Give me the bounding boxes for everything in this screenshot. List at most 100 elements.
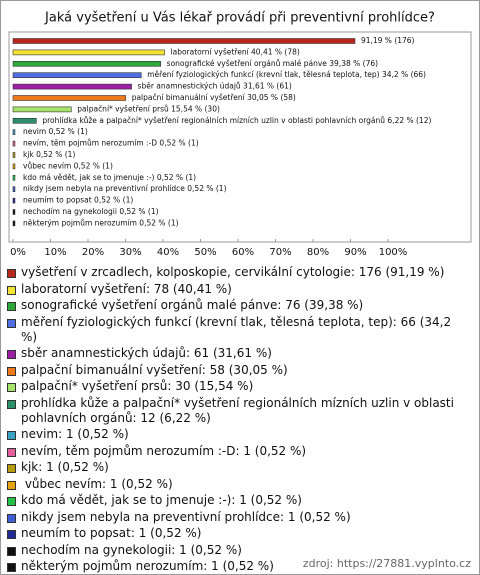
x-tick-label: 10% bbox=[44, 247, 66, 258]
legend-swatch bbox=[7, 399, 16, 409]
chart-title: Jaká vyšetření u Vás lékař provádí při p… bbox=[44, 11, 435, 26]
x-tick-label: 20% bbox=[82, 247, 104, 258]
legend-swatch bbox=[7, 546, 16, 556]
legend-label: nevim: 1 (0,52 %) bbox=[21, 427, 129, 441]
legend-item: sonografické vyšetření orgánů malé pánve… bbox=[7, 298, 467, 313]
bar-label: sonografické vyšetření orgánů malé pánve… bbox=[167, 59, 378, 68]
legend-label: nechodím na gynekologii: 1 (0,52 %) bbox=[21, 542, 242, 557]
bar bbox=[12, 49, 165, 56]
legend-swatch bbox=[7, 302, 16, 311]
legend-label: prohlídka kůže a palpační* vyšetření reg… bbox=[21, 395, 458, 425]
bar-label: nechodím na gynekologii 0,52 % (1) bbox=[23, 207, 159, 216]
x-tick-label: 70% bbox=[269, 247, 291, 258]
legend-swatch bbox=[7, 464, 16, 473]
legend-swatch bbox=[7, 366, 16, 376]
chart: Jaká vyšetření u Vás lékař provádí při p… bbox=[8, 11, 472, 258]
bar bbox=[12, 83, 132, 90]
legend-item: palpační* vyšetření prsů: 30 (15,54 %) bbox=[7, 379, 467, 394]
bar bbox=[12, 129, 16, 135]
legend-item: palpační bimanuální vyšetření: 58 (30,05… bbox=[7, 363, 467, 378]
bar bbox=[12, 186, 16, 192]
legend-swatch bbox=[7, 480, 16, 490]
legend-item: kdo má vědět, jak se to jmenuje :-): 1 (… bbox=[7, 493, 467, 508]
legend-label: vyšetření v zrcadlech, kolposkopie, cerv… bbox=[21, 265, 445, 279]
legend-label: neumím to popsat: 1 (0,52 %) bbox=[21, 526, 202, 540]
plot-frame bbox=[8, 31, 472, 243]
legend-swatch bbox=[7, 383, 16, 392]
legend-item: sběr anamnestických údajů: 61 (31,61 %) bbox=[7, 346, 467, 361]
source: zdroj: https://27881.vyplnto.cz bbox=[302, 557, 471, 570]
legend-item: měření fyziologických funkcí (krevní tla… bbox=[7, 315, 467, 345]
bar bbox=[12, 163, 16, 170]
bar-label: sběr anamnestických údajů 31,61 % (61) bbox=[138, 82, 292, 91]
legend-item: nechodím na gynekologii: 1 (0,52 %) bbox=[7, 543, 467, 558]
legend-item: kjk: 1 (0,52 %) bbox=[7, 460, 467, 475]
x-tick-label: 40% bbox=[157, 247, 179, 258]
legend-item: nevím, těm pojmům nerozumím :-D: 1 (0,52… bbox=[7, 444, 467, 459]
bar-label: palpační bimanuální vyšetření 30,05 % (5… bbox=[132, 93, 296, 102]
legend-label: vůbec nevím: 1 (0,52 %) bbox=[21, 476, 173, 491]
x-tick-label: 0% bbox=[10, 247, 26, 258]
legend-swatch bbox=[7, 563, 16, 572]
bar-label: některým pojmům nerozumím 0,52 % (1) bbox=[23, 218, 179, 227]
legend-swatch bbox=[7, 497, 16, 506]
legend-swatch bbox=[7, 269, 16, 278]
bar bbox=[12, 38, 356, 44]
legend-label: měření fyziologických funkcí (krevní tla… bbox=[21, 314, 455, 344]
legend-label: nikdy jsem nebyla na preventivní prohlíd… bbox=[21, 509, 351, 524]
x-tick-label: 90% bbox=[344, 247, 366, 258]
legend-swatch bbox=[7, 513, 16, 523]
legend-swatch bbox=[7, 447, 16, 457]
bar bbox=[12, 106, 72, 113]
legend-item: prohlídka kůže a palpační* vyšetření reg… bbox=[7, 396, 467, 426]
legend-label: některým pojmům nerozumím: 1 (0,52 %) bbox=[21, 559, 274, 573]
bar bbox=[12, 118, 37, 124]
x-tick-label: 60% bbox=[232, 247, 254, 258]
legend-label: palpační bimanuální vyšetření: 58 (30,05… bbox=[21, 362, 288, 377]
bar-label: nikdy jsem nebyla na preventivní prohlíd… bbox=[23, 184, 227, 193]
legend-swatch bbox=[7, 285, 16, 295]
bar bbox=[12, 72, 142, 78]
bar-label: laboratorní vyšetření 40,41 % (78) bbox=[171, 47, 300, 56]
legend: vyšetření v zrcadlech, kolposkopie, cerv… bbox=[7, 265, 467, 574]
bar-label: 91,19 % (176) bbox=[361, 36, 415, 45]
legend-label: kdo má vědět, jak se to jmenuje :-): 1 (… bbox=[21, 493, 302, 507]
x-tick-label: 50% bbox=[194, 247, 216, 258]
bar-label: neumím to popsat 0,52 % (1) bbox=[23, 196, 133, 205]
legend-label: sběr anamnestických údajů: 61 (31,61 %) bbox=[21, 346, 272, 360]
legend-label: nevím, těm pojmům nerozumím :-D: 1 (0,52… bbox=[21, 443, 307, 458]
bar-label: nevím, těm pojmům nerozumím :-D 0,52 % (… bbox=[23, 139, 199, 148]
legend-item: neumím to popsat: 1 (0,52 %) bbox=[7, 526, 467, 541]
legend-swatch bbox=[7, 350, 16, 359]
bar-label: prohlídka kůže a palpační* vyšetření reg… bbox=[42, 116, 431, 125]
bar-label: nevim 0,52 % (1) bbox=[23, 127, 88, 136]
legend-item: nevim: 1 (0,52 %) bbox=[7, 427, 467, 442]
bar bbox=[12, 209, 16, 215]
bar bbox=[12, 197, 16, 204]
legend-swatch bbox=[7, 318, 16, 328]
legend-label: laboratorní vyšetření: 78 (40,41 %) bbox=[21, 281, 232, 296]
legend-label: palpační* vyšetření prsů: 30 (15,54 %) bbox=[21, 379, 254, 393]
bar-label: palpační* vyšetření prsů 15,54 % (30) bbox=[77, 104, 220, 113]
x-tick-label: 100% bbox=[379, 247, 408, 258]
legend-item: některým pojmům nerozumím: 1 (0,52 %) bbox=[7, 559, 467, 574]
x-tick-label: 30% bbox=[119, 247, 141, 258]
legend-label: kjk: 1 (0,52 %) bbox=[21, 460, 109, 474]
legend-item: vůbec nevím: 1 (0,52 %) bbox=[7, 477, 467, 492]
bar bbox=[12, 152, 16, 158]
legend-item: laboratorní vyšetření: 78 (40,41 %) bbox=[7, 282, 467, 297]
x-tick-label: 80% bbox=[307, 247, 329, 258]
legend-label: sonografické vyšetření orgánů malé pánve… bbox=[21, 298, 364, 312]
legend-item: vyšetření v zrcadlech, kolposkopie, cerv… bbox=[7, 265, 467, 280]
bar bbox=[12, 95, 126, 101]
bar bbox=[12, 175, 16, 181]
bar-label: kdo má vědět, jak se to jmenuje :-) 0,52… bbox=[23, 173, 196, 182]
legend-item: nikdy jsem nebyla na preventivní prohlíd… bbox=[7, 510, 467, 525]
bar bbox=[12, 60, 161, 67]
bar-label: vůbec nevím 0,52 % (1) bbox=[23, 161, 113, 170]
bar-label: kjk 0,52 % (1) bbox=[23, 150, 75, 159]
legend-swatch bbox=[7, 431, 16, 440]
bar bbox=[12, 140, 16, 147]
legend-swatch bbox=[7, 530, 16, 539]
